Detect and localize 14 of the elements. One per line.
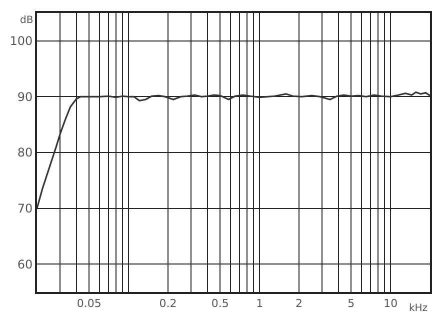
x-tick-label: 10 — [384, 297, 398, 310]
y-tick-label: 60 — [17, 257, 33, 272]
y-tick-label: 80 — [17, 146, 33, 160]
y-axis-title: dB — [20, 15, 34, 26]
x-tick-label: 5 — [348, 297, 355, 310]
x-tick-label: 0.2 — [159, 297, 177, 310]
y-tick-label: 100 — [10, 34, 33, 48]
x-axis-title: kHz — [409, 303, 428, 314]
x-tick-label: 2 — [296, 297, 302, 310]
x-tick-label: 0.05 — [76, 297, 102, 310]
x-tick-label: 0.5 — [211, 297, 229, 310]
x-tick-label: 1 — [256, 297, 264, 310]
y-tick-label: 70 — [17, 202, 33, 216]
y-tick-label: 90 — [17, 90, 33, 104]
